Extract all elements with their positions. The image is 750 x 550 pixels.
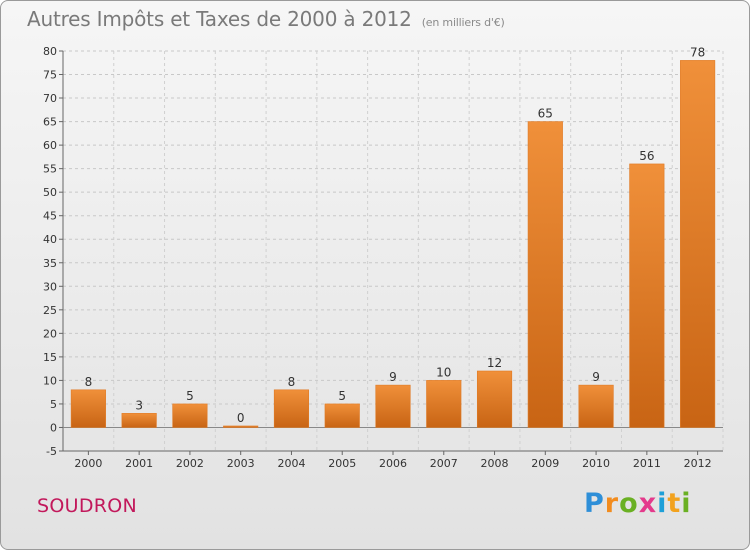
y-tick-label: 75 bbox=[43, 69, 57, 82]
x-tick-label-2006: 2006 bbox=[379, 457, 407, 470]
y-tick-label: 45 bbox=[43, 210, 57, 223]
data-label-2001: 3 bbox=[135, 398, 143, 412]
data-label-2004: 8 bbox=[288, 375, 296, 389]
brand-letter: i bbox=[681, 488, 692, 519]
x-tick-label-2004: 2004 bbox=[277, 457, 305, 470]
proxiti-logo: Proxiti bbox=[584, 488, 692, 519]
x-tick-label-2008: 2008 bbox=[481, 457, 509, 470]
y-tick-label: 50 bbox=[43, 186, 57, 199]
bar-2005 bbox=[324, 403, 360, 428]
brand-letter: r bbox=[604, 488, 620, 519]
chart-subtitle: (en milliers d'€) bbox=[421, 16, 505, 29]
y-tick-label: 80 bbox=[43, 45, 57, 58]
bar-2007 bbox=[426, 380, 462, 428]
y-tick-label: 0 bbox=[50, 421, 57, 434]
data-label-2010: 9 bbox=[592, 370, 600, 384]
bar-2004 bbox=[273, 389, 310, 428]
y-tick-label: 15 bbox=[43, 351, 57, 364]
bar-2001 bbox=[121, 413, 157, 428]
bar-2010 bbox=[578, 384, 614, 428]
y-tick-label: 55 bbox=[43, 163, 57, 176]
y-tick-label: 30 bbox=[43, 280, 57, 293]
data-label-2008: 12 bbox=[487, 356, 502, 370]
bar-2012 bbox=[680, 60, 716, 428]
y-tick-label: 10 bbox=[43, 374, 57, 387]
data-label-2006: 9 bbox=[389, 370, 397, 384]
data-label-2011: 56 bbox=[639, 149, 654, 163]
y-tick-label: 20 bbox=[43, 327, 57, 340]
brand-letter: x bbox=[638, 488, 658, 519]
bar-2000 bbox=[70, 389, 106, 428]
x-tick-label-2007: 2007 bbox=[430, 457, 458, 470]
x-tick-label-2000: 2000 bbox=[74, 457, 102, 470]
y-tick-label: 60 bbox=[43, 139, 57, 152]
bar-2003 bbox=[223, 425, 259, 428]
x-tick-labels: 2000 2001 2002 2003 2004 2005 2006 2007 2008 2009… bbox=[74, 457, 711, 470]
y-tick-label: -5 bbox=[46, 445, 57, 458]
commune-name: SOUDRON bbox=[37, 495, 138, 517]
bar-2011 bbox=[629, 163, 665, 428]
data-label-2002: 5 bbox=[186, 389, 194, 403]
bar-2009 bbox=[527, 121, 563, 428]
brand-letter: P bbox=[584, 488, 605, 519]
x-tick-label-2005: 2005 bbox=[328, 457, 356, 470]
brand-letter: i bbox=[657, 488, 668, 519]
x-tick-label-2002: 2002 bbox=[176, 457, 204, 470]
data-label-2000: 8 bbox=[85, 375, 93, 389]
x-tick-label-2003: 2003 bbox=[227, 457, 255, 470]
bars: 8 3 5 0 8 5 9 10 12 65 9 56 78 bbox=[70, 45, 716, 428]
x-tick-label-2001: 2001 bbox=[125, 457, 153, 470]
y-tick-label: 65 bbox=[43, 116, 57, 129]
bar-2002 bbox=[172, 403, 208, 428]
y-tick-labels: -5 0 5 10 15 20 25 30 35 40 45 50 55 60 65 70 75 80 bbox=[43, 45, 57, 458]
x-tick-label-2012: 2012 bbox=[684, 457, 712, 470]
x-tick-label-2010: 2010 bbox=[582, 457, 610, 470]
y-tick-label: 35 bbox=[43, 257, 57, 270]
data-label-2007: 10 bbox=[436, 365, 451, 379]
brand-letter: o bbox=[619, 488, 639, 519]
x-tick-label-2011: 2011 bbox=[633, 457, 661, 470]
chart-title: Autres Impôts et Taxes de 2000 à 2012 (en… bbox=[27, 7, 505, 31]
data-label-2005: 5 bbox=[338, 389, 346, 403]
y-tick-label: 25 bbox=[43, 304, 57, 317]
y-tick-label: 5 bbox=[50, 398, 57, 411]
bar-2008 bbox=[476, 370, 513, 428]
data-label-2012: 78 bbox=[690, 45, 705, 59]
bar-2006 bbox=[375, 384, 411, 428]
x-tick-label-2009: 2009 bbox=[531, 457, 559, 470]
brand-letter: t bbox=[667, 488, 682, 519]
data-label-2003: 0 bbox=[237, 411, 245, 425]
y-tick-label: 40 bbox=[43, 233, 57, 246]
y-tick-label: 70 bbox=[43, 92, 57, 105]
data-label-2009: 65 bbox=[538, 107, 553, 121]
chart-title-text: Autres Impôts et Taxes de 2000 à 2012 bbox=[27, 7, 412, 31]
